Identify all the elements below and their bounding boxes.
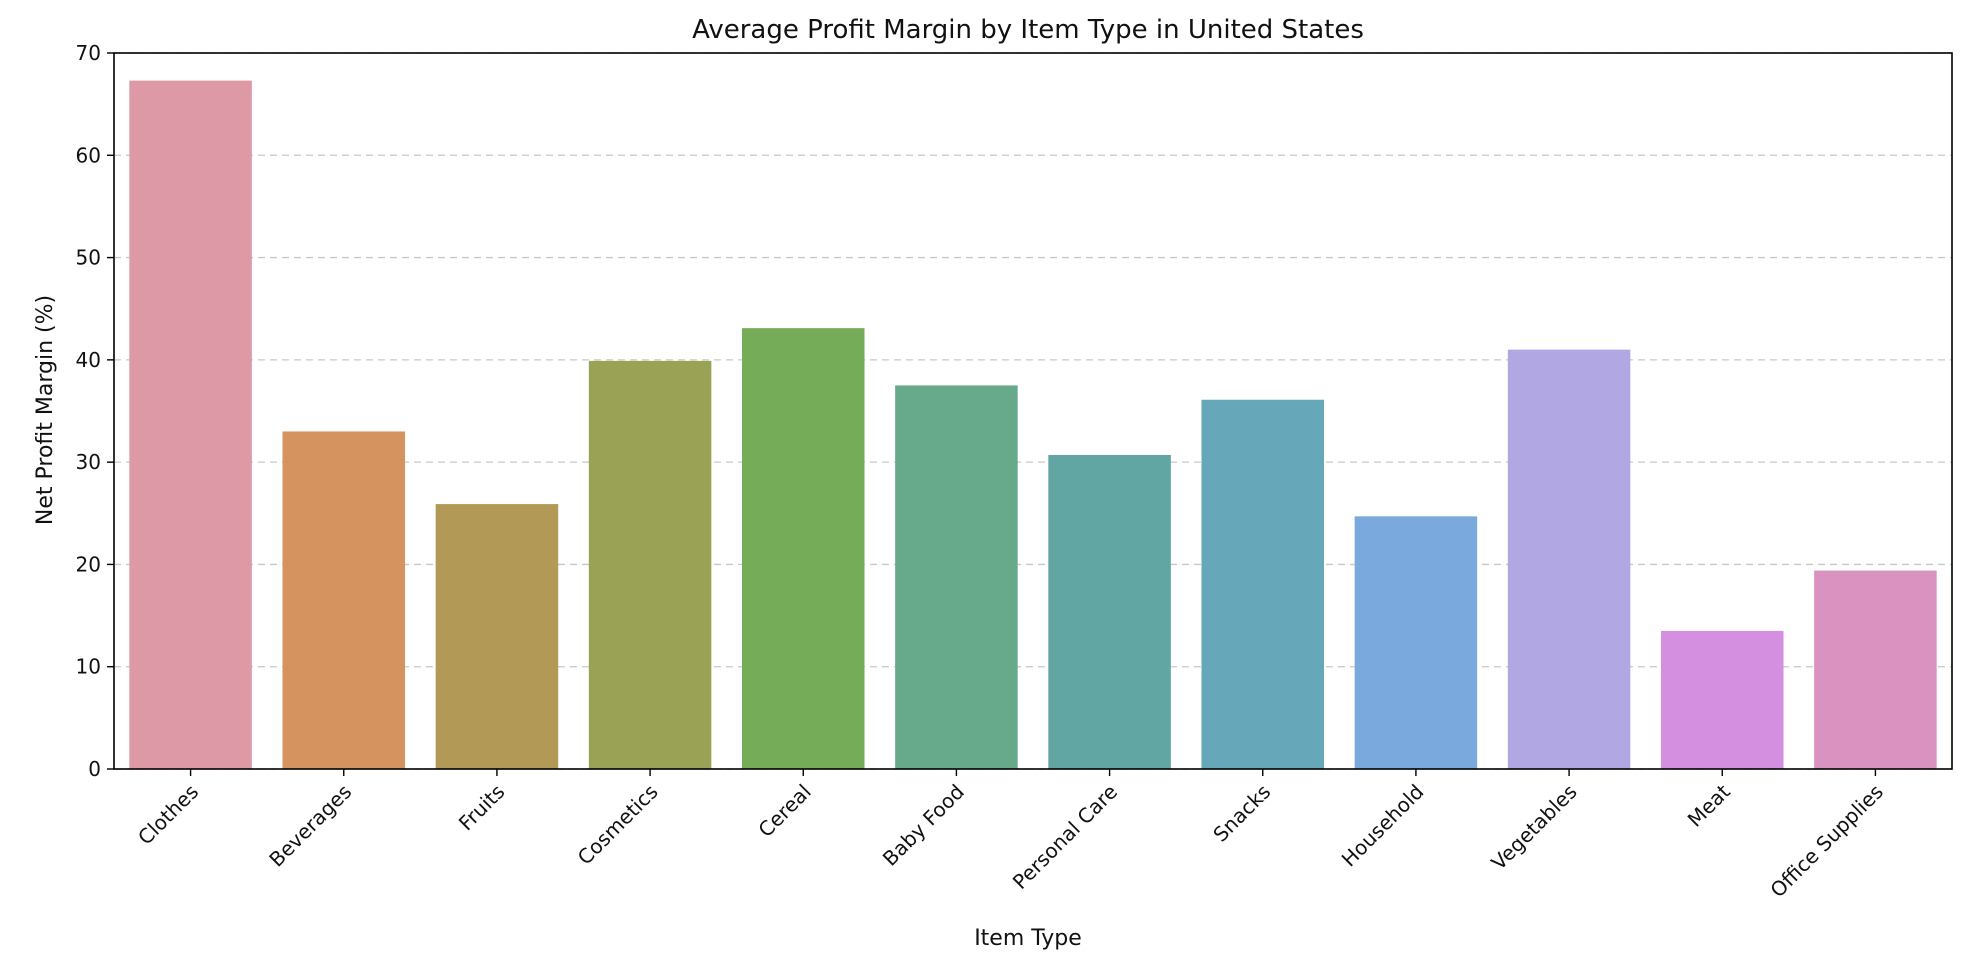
bar-snacks [1201, 399, 1325, 769]
bar-beverages [282, 431, 406, 769]
x-tick-label: Beverages [264, 780, 356, 872]
x-tick-label: Fruits [454, 780, 510, 836]
x-tick-label: Cereal [753, 780, 815, 842]
y-tick-label: 30 [76, 450, 101, 474]
bar-fruits [435, 504, 559, 769]
bar-baby-food [895, 385, 1018, 769]
chart-title: Average Profit Margin by Item Type in Un… [692, 15, 1364, 45]
y-tick-label: 20 [76, 552, 101, 576]
y-tick-label: 60 [76, 143, 101, 167]
bar-clothes [129, 80, 252, 770]
x-tick-label: Clothes [133, 780, 203, 850]
x-tick-label: Cosmetics [573, 780, 663, 870]
bar-vegetables [1507, 349, 1631, 769]
bar-cereal [741, 328, 865, 769]
x-tick-label: Snacks [1208, 780, 1275, 847]
bar-cosmetics [588, 360, 712, 769]
y-tick-label: 40 [76, 348, 101, 372]
x-tick-label: Office Supplies [1765, 780, 1888, 903]
x-tick-label: Household [1337, 780, 1429, 872]
x-tick-label: Baby Food [878, 780, 969, 871]
bar-meat [1660, 630, 1784, 769]
bar-household [1354, 516, 1478, 769]
bar-personal-care [1048, 454, 1171, 769]
y-axis-label: Net Profit Margin (%) [33, 295, 58, 525]
x-axis-label: Item Type [974, 926, 1082, 951]
x-tick-label: Personal Care [1008, 780, 1122, 894]
y-tick-label: 70 [76, 41, 101, 65]
y-tick-label: 50 [76, 246, 101, 270]
x-tick-label: Vegetables [1487, 780, 1582, 875]
x-tick-label: Meat [1683, 779, 1735, 831]
y-tick-label: 10 [76, 655, 101, 679]
bar-office-supplies [1814, 570, 1937, 769]
y-tick-label: 0 [88, 757, 101, 781]
plot-frame [113, 52, 1953, 770]
x-axis: Clothes Beverages Fruits Cosmetics Cereal Bab… [133, 769, 1888, 902]
bars [129, 80, 1937, 770]
y-axis: 0 10 20 30 40 50 60 70 [76, 41, 114, 781]
